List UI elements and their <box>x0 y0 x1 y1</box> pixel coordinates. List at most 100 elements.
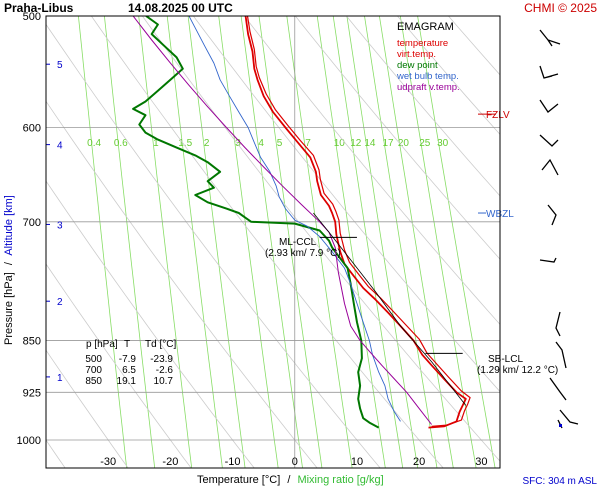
table-cell: 700 <box>85 365 102 376</box>
temp-tick-label: -20 <box>162 456 178 468</box>
y-axis-title: Pressure [hPa] / Altitude [km] <box>3 195 15 345</box>
svg-text:Temperature [°C] /: Temperature [°C] / Mixing ratio [g/kg] <box>197 474 384 486</box>
pressure-tick-label: 500 <box>23 11 41 23</box>
mixing-ratio-label: 1.5 <box>178 138 192 149</box>
sb-lcl-detail: (1.29 km/ 12.2 °C) <box>477 365 558 376</box>
mixing-ratio-label: 5 <box>277 138 283 149</box>
wind-barb <box>539 65 559 79</box>
pressure-tick-label: 850 <box>23 336 41 348</box>
pressure-tick-label: 925 <box>23 387 41 399</box>
table-header-td: Td [°C] <box>145 339 176 350</box>
wind-barb <box>549 377 567 401</box>
dry-adiabat <box>294 16 500 260</box>
altitude-tick-label: 3 <box>57 220 63 231</box>
dry-adiabat-lines <box>46 4 600 470</box>
mixing-ratio-label: 17 <box>382 138 394 149</box>
table-cell: -7.9 <box>119 354 137 365</box>
dry-adiabat <box>447 16 500 76</box>
mixing-ratio-line <box>346 16 419 468</box>
temp-tick-label: -30 <box>100 456 116 468</box>
mixing-ratio-line <box>166 16 223 468</box>
temp-tick-label: 10 <box>351 456 363 468</box>
mixing-ratio-line <box>78 16 128 468</box>
mixing-ratio-label: 12 <box>350 138 362 149</box>
altitude-tick-label: 5 <box>57 60 63 71</box>
wind-barb <box>541 158 559 176</box>
table-cell: 850 <box>85 376 102 387</box>
pressure-tick-label: 700 <box>23 217 41 229</box>
mixing-ratio-line <box>138 16 193 468</box>
altitude-tick-label: 4 <box>57 141 63 152</box>
wind-barb <box>555 311 561 337</box>
plot-frame <box>45 15 501 469</box>
wind-barb <box>547 204 557 226</box>
mixing-ratio-label: 7 <box>305 138 311 149</box>
wind-barb <box>539 134 559 147</box>
dry-adiabat <box>46 23 381 468</box>
wind-barb <box>555 341 567 369</box>
dry-adiabat <box>90 16 444 468</box>
legend-item-updraft: udpraft v.temp. <box>397 82 460 93</box>
altitude-tick-label: 2 <box>57 297 63 308</box>
data-table: p [hPa] T Td [°C] 500 -7.9 -23.9 700 6.5 -2.6… <box>85 339 176 387</box>
mixing-ratio-line <box>286 16 353 468</box>
table-cell: 10.7 <box>154 376 174 387</box>
mixing-ratio-lines: 0.4 0.6 1 1.5 2 3 4 5 7 10 12 14 17 20 25 30 <box>78 16 496 468</box>
series-virt-temp <box>246 16 471 427</box>
xlabel-mixing-ratio: Mixing ratio [g/kg] <box>297 474 383 486</box>
mixing-ratio-label: 20 <box>398 138 410 149</box>
series-temperature <box>244 16 467 429</box>
temp-tick-label: 20 <box>413 456 425 468</box>
wind-barb <box>539 257 557 263</box>
mixing-ratio-label: 1 <box>153 138 159 149</box>
mixing-ratio-label: 3 <box>235 138 241 149</box>
svg-text:Pressure [hPa] / A: Pressure [hPa] / Altitude [km] <box>3 195 15 345</box>
series-wet-bulb-temp <box>188 16 401 422</box>
ylabel-altitude: Altitude [km] <box>3 195 15 256</box>
mixing-ratio-line <box>379 16 454 468</box>
mixing-ratio-label: 10 <box>334 138 346 149</box>
mixing-ratio-line <box>316 16 386 468</box>
mixing-ratio-label: 0.6 <box>114 138 128 149</box>
series-udpraft-v-temp <box>132 16 432 425</box>
dry-adiabat <box>46 100 318 468</box>
temp-tick-label: -10 <box>225 456 241 468</box>
dry-adiabat <box>345 16 500 197</box>
legend-item-temperature: temperature <box>397 38 448 49</box>
table-header-t: T <box>124 339 130 350</box>
mixing-ratio-line <box>104 16 156 468</box>
wind-barbs <box>539 29 579 429</box>
mixing-ratio-label: 25 <box>419 138 431 149</box>
mixing-ratio-label: 0.4 <box>87 138 101 149</box>
table-cell: -23.9 <box>150 354 173 365</box>
legend-item-wet-bulb: wet bulb temp. <box>396 71 459 82</box>
xlabel-temperature: Temperature [°C] <box>197 474 280 486</box>
series-dew-point <box>132 16 380 429</box>
legend-item-dew-point: dew point <box>397 60 438 71</box>
mixing-ratio-line <box>332 16 404 468</box>
xlabel-sep: / <box>287 474 291 486</box>
table-cell: 19.1 <box>117 376 137 387</box>
mixing-ratio-line <box>218 16 279 468</box>
dry-adiabat <box>498 16 500 18</box>
mixing-ratio-line <box>187 16 246 468</box>
series-parcel-sfc <box>313 212 467 406</box>
mixing-ratio-label: 14 <box>364 138 376 149</box>
sounding-datetime: 14.08.2025 00 UTC <box>128 1 233 15</box>
credit-label: CHMI © 2025 <box>524 1 597 15</box>
fzlv-label: FZLV <box>486 110 510 121</box>
ylabel-sep: / <box>3 261 15 265</box>
wind-barb <box>539 99 559 113</box>
dry-adiabat <box>141 16 500 462</box>
pressure-tick-label: 1000 <box>17 435 41 447</box>
legend-title: EMAGRAM <box>397 21 454 33</box>
table-header-p: p [hPa] <box>86 339 118 350</box>
dry-adiabat <box>46 180 255 468</box>
dry-adiabat <box>46 349 129 468</box>
mixing-ratio-line <box>258 16 323 468</box>
dry-adiabat <box>539 4 600 470</box>
mixing-ratio-label: 2 <box>204 138 210 149</box>
